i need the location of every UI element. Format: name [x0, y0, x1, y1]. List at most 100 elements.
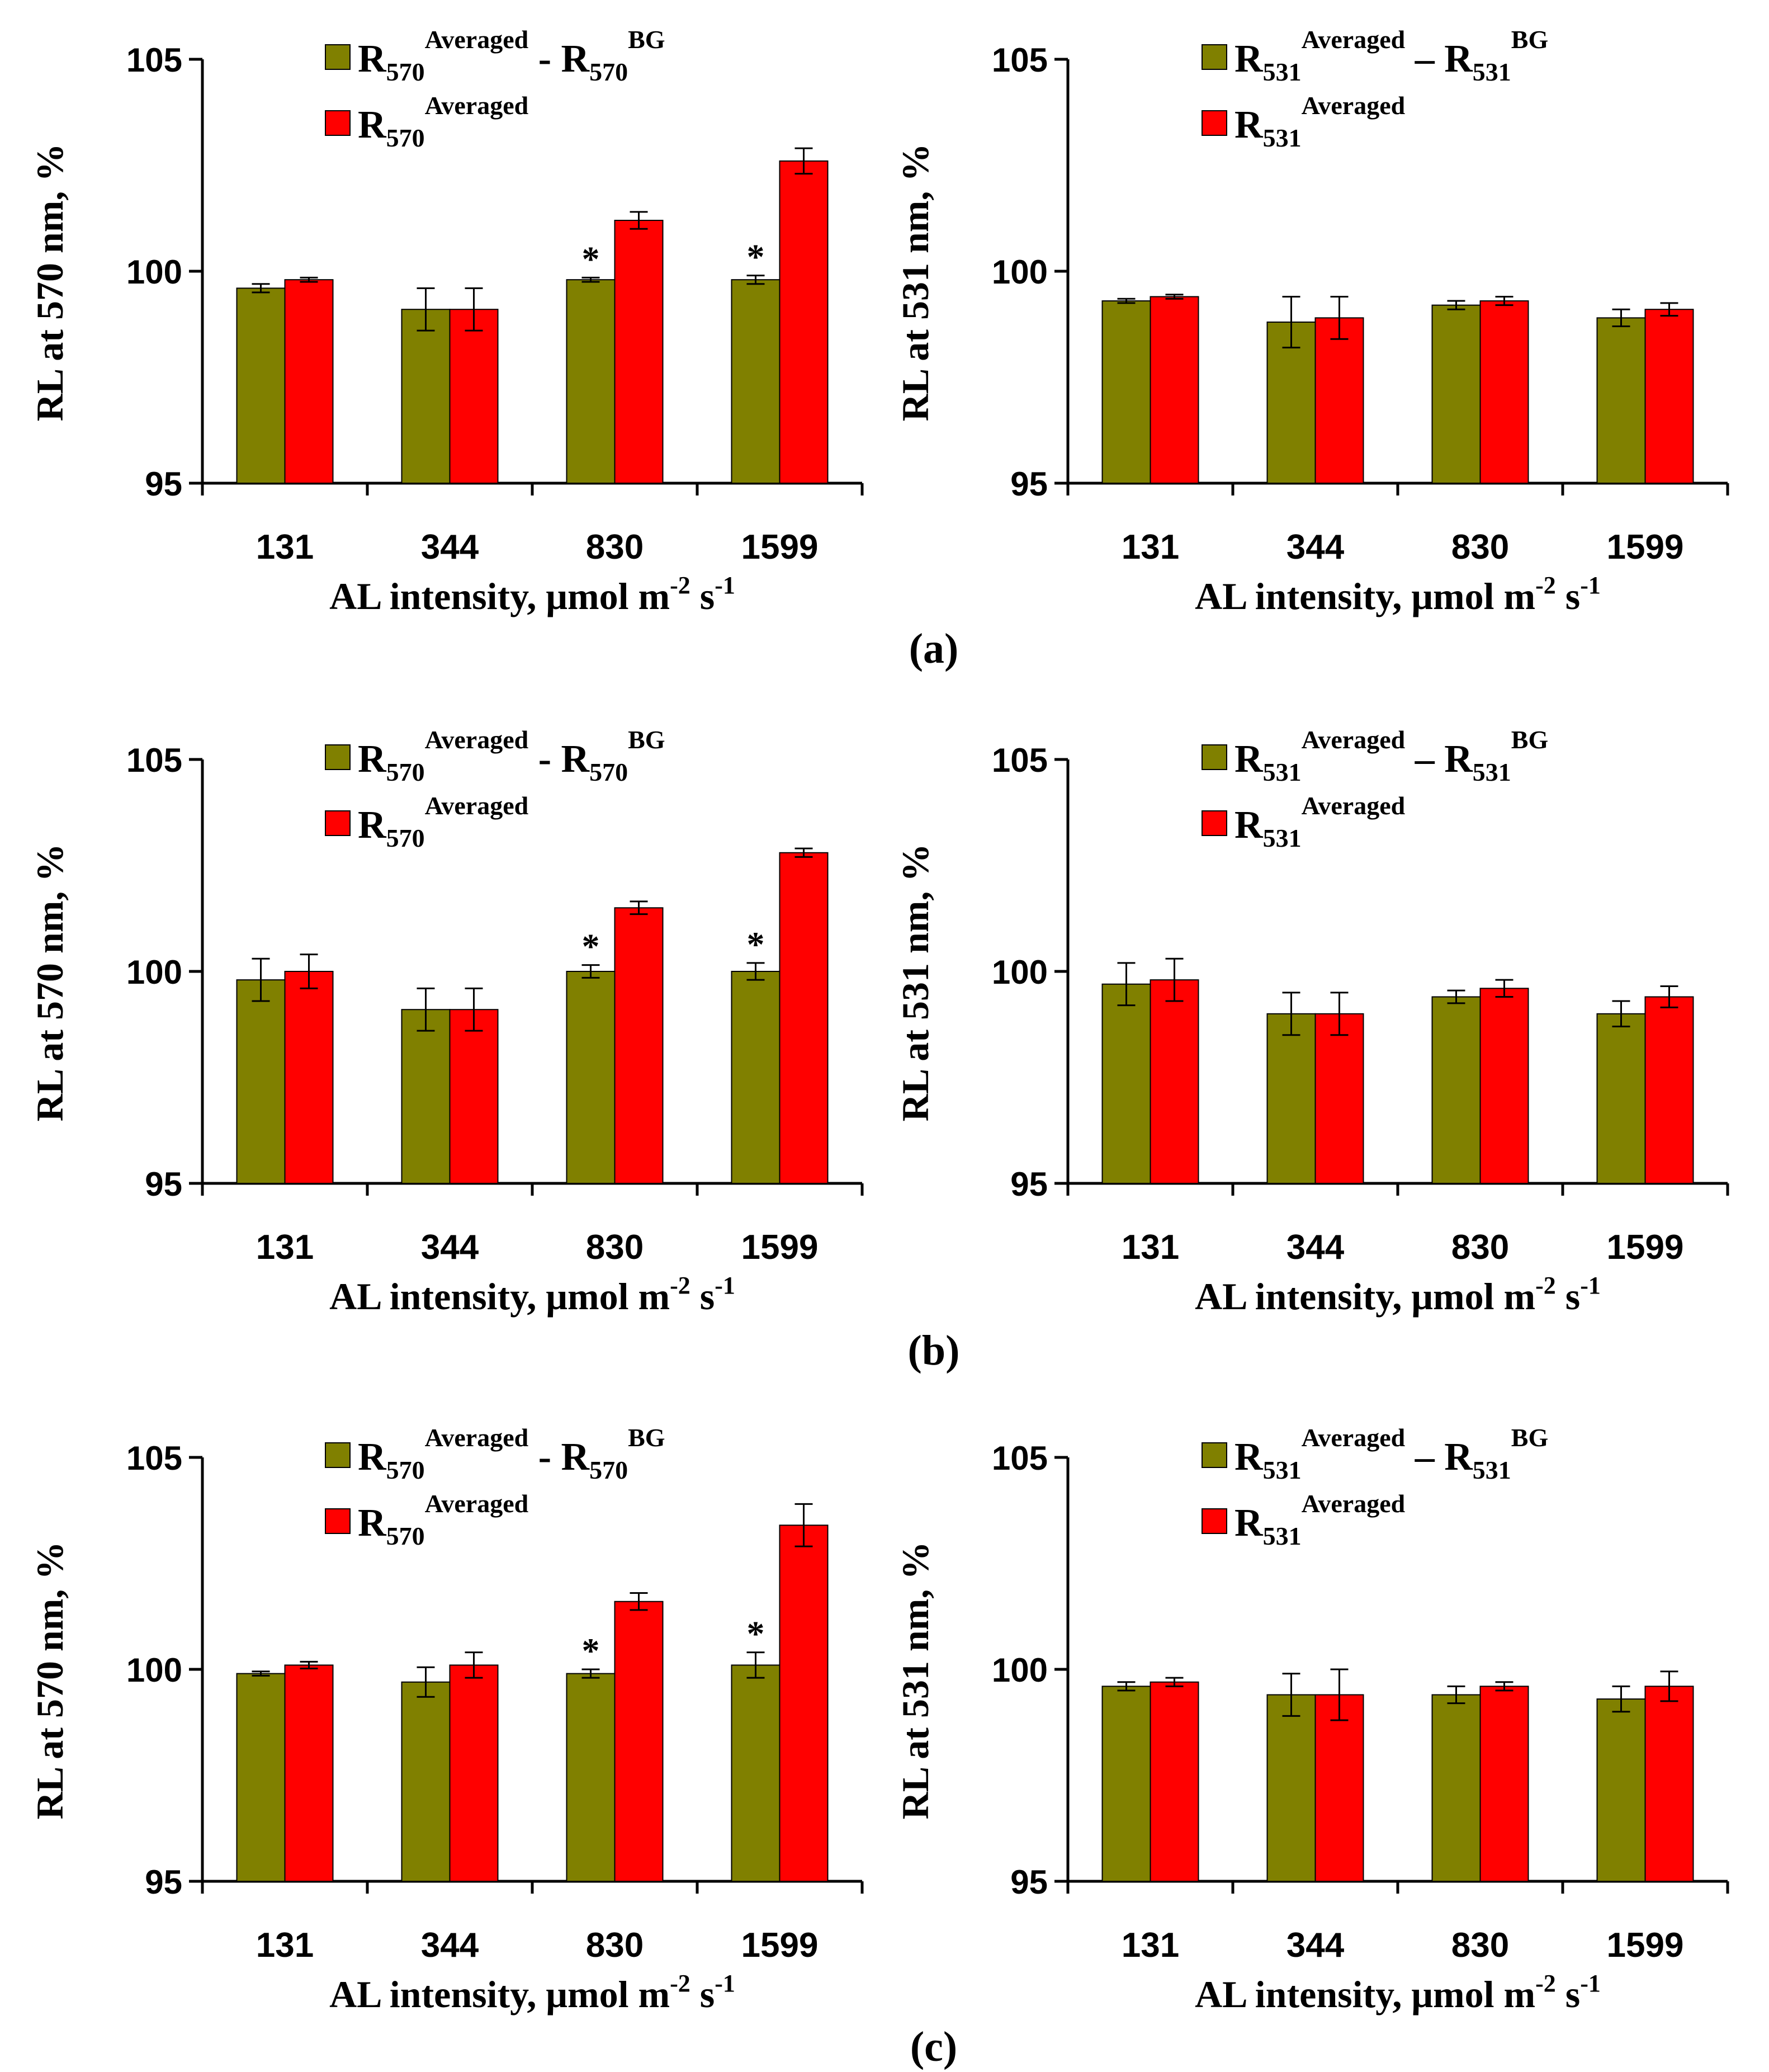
legend-swatch-bg-corrected — [325, 1442, 351, 1468]
bar-averaged — [1479, 1686, 1529, 1882]
legend-r: R — [1234, 37, 1264, 81]
bar-bg-corrected — [731, 971, 781, 1184]
significance-star: * — [582, 927, 600, 966]
y-tick-label: 100 — [126, 1651, 182, 1689]
legend-subscript: 531 — [1263, 58, 1302, 86]
legend-dash: - — [528, 37, 561, 81]
legend-superscript: BG — [1511, 25, 1548, 54]
y-tick-label: 105 — [126, 1439, 182, 1477]
bar-bg-corrected — [401, 309, 451, 484]
y-tick-label: 105 — [992, 742, 1048, 779]
x-axis-label-main: AL intensity, μmol m — [329, 1973, 670, 2016]
x-axis-label-exponent: -1 — [715, 572, 735, 599]
x-axis-label: AL intensity, μmol m-2 s-1 — [1195, 1970, 1601, 2016]
x-tick-label: 830 — [586, 528, 644, 567]
chart-c-570: RL at 570 nm, % 95 100 105 131 344 830 * 1599 * AL… — [29, 1423, 864, 2016]
x-tick-label: 830 — [1451, 1926, 1509, 1965]
legend-subscript: 531 — [1263, 758, 1302, 786]
x-axis-label-main: AL intensity, μmol m — [329, 1275, 670, 1318]
legend-subscript: 570 — [589, 58, 628, 86]
x-tick-label: 830 — [586, 1926, 644, 1965]
legend-label-bg-corrected: R531Averaged – R531BG — [1234, 725, 1548, 786]
legend-swatch-bg-corrected — [1202, 744, 1227, 770]
y-tick-label: 95 — [145, 1165, 182, 1203]
legend-subscript: 570 — [386, 1522, 425, 1550]
bar-averaged — [1644, 1686, 1694, 1882]
bar-bg-corrected — [1101, 300, 1151, 484]
x-tick-label: 830 — [1451, 528, 1509, 567]
legend-r: R — [1444, 738, 1473, 781]
bar-bg-corrected — [1596, 1013, 1646, 1184]
y-tick-label: 100 — [126, 954, 182, 991]
legend-superscript: Averaged — [1302, 791, 1406, 820]
bar-averaged — [284, 971, 334, 1184]
bar-averaged — [1150, 979, 1199, 1184]
legend-r: R — [1234, 1502, 1264, 1545]
significance-star: * — [747, 1614, 765, 1654]
bar-bg-corrected — [1431, 304, 1481, 484]
legend-label-averaged: R531Averaged — [1234, 91, 1406, 152]
legend-label-bg-corrected: R531Averaged – R531BG — [1234, 25, 1548, 86]
y-tick-label: 100 — [992, 954, 1048, 991]
x-tick-label: 344 — [421, 528, 479, 567]
legend-superscript: Averaged — [1302, 91, 1406, 120]
bar-bg-corrected — [566, 1673, 616, 1882]
y-tick-label: 105 — [126, 41, 182, 79]
legend-dash: - — [528, 1436, 561, 1479]
legend-r: R — [358, 804, 387, 847]
bar-bg-corrected — [1266, 1013, 1316, 1184]
x-axis-label-exponent: -1 — [715, 1272, 735, 1299]
legend-subscript: 570 — [386, 824, 425, 852]
x-axis-label-unit: s — [1556, 575, 1580, 617]
legend-superscript: BG — [628, 1423, 665, 1452]
x-axis-label-exponent: -2 — [670, 1272, 690, 1299]
bar-bg-corrected — [731, 279, 781, 484]
bar-averaged — [1150, 1681, 1199, 1882]
legend-r: R — [561, 1436, 590, 1479]
bar-bg-corrected — [1266, 1694, 1316, 1882]
bar-bg-corrected — [236, 1673, 286, 1882]
bar-bg-corrected — [1431, 1694, 1481, 1882]
legend-dash: – — [1405, 738, 1444, 781]
legend-superscript: Averaged — [425, 1423, 529, 1452]
x-tick-label: 131 — [1122, 1926, 1179, 1965]
bar-bg-corrected — [566, 971, 616, 1184]
x-axis-label: AL intensity, μmol m-2 s-1 — [329, 572, 735, 617]
legend-superscript: BG — [1511, 725, 1548, 754]
legend-subscript: 570 — [386, 58, 425, 86]
legend-label-bg-corrected: R531Averaged – R531BG — [1234, 1423, 1548, 1484]
y-axis-label: RL at 570 nm, % — [29, 144, 71, 422]
bar-bg-corrected — [1266, 321, 1316, 484]
y-axis-label: RL at 570 nm, % — [29, 844, 71, 1122]
x-axis-label-unit: s — [1556, 1275, 1580, 1318]
x-tick-label: 1599 — [741, 528, 819, 567]
y-tick-label: 95 — [1010, 1863, 1048, 1901]
legend-swatch-averaged — [325, 110, 351, 136]
x-axis-label-exponent: -1 — [1580, 1970, 1601, 1997]
legend-r: R — [1234, 103, 1264, 147]
bar-bg-corrected — [1101, 983, 1151, 1184]
y-axis-label: RL at 531 nm, % — [894, 1542, 936, 1820]
x-tick-label: 1599 — [1607, 528, 1684, 567]
bar-bg-corrected — [401, 1681, 451, 1882]
x-tick-label: 344 — [1286, 1926, 1345, 1965]
x-tick-label: 1599 — [1607, 1926, 1684, 1965]
x-tick-label: 830 — [1451, 1228, 1509, 1267]
legend-subscript: 570 — [589, 758, 628, 786]
bar-averaged — [779, 1524, 829, 1882]
legend-r: R — [1444, 37, 1473, 81]
legend-subscript: 570 — [589, 1456, 628, 1484]
legend-r: R — [358, 1436, 387, 1479]
significance-star: * — [582, 239, 600, 279]
bar-bg-corrected — [236, 979, 286, 1184]
legend-superscript: BG — [1511, 1423, 1548, 1452]
x-axis-label-exponent: -2 — [1535, 1970, 1556, 1997]
legend-dash: – — [1405, 1436, 1444, 1479]
legend-subscript: 531 — [1263, 1456, 1302, 1484]
x-axis-label-exponent: -2 — [1535, 572, 1556, 599]
